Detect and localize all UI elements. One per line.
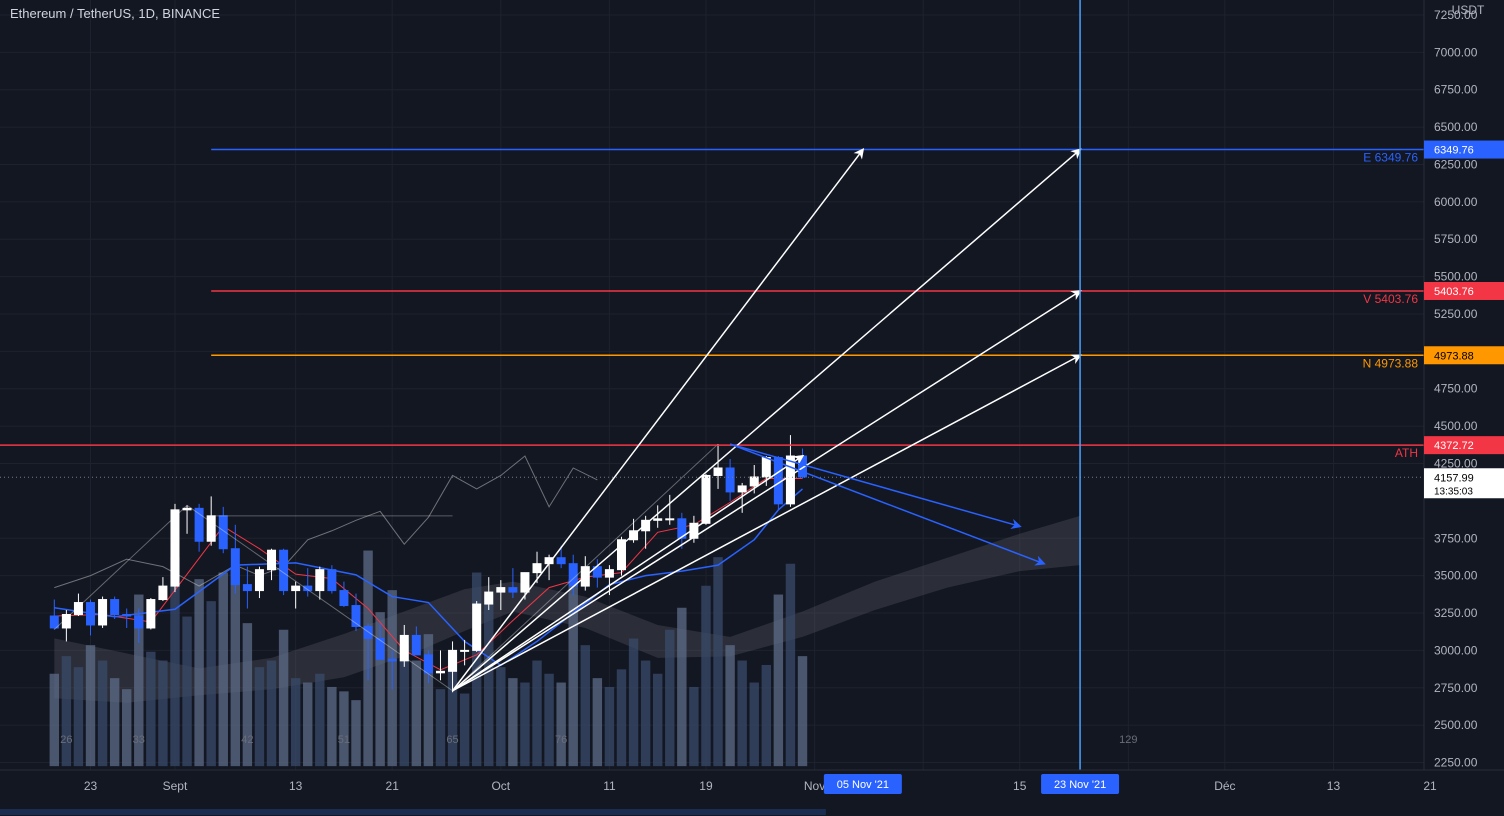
svg-text:6750.00: 6750.00: [1434, 83, 1478, 97]
svg-text:5500.00: 5500.00: [1434, 270, 1478, 284]
svg-text:6349.76: 6349.76: [1434, 145, 1474, 157]
svg-text:23: 23: [84, 779, 98, 793]
svg-text:05 Nov '21: 05 Nov '21: [837, 779, 889, 791]
trading-chart[interactable]: E 6349.76 V 5403.76 N 4973.88 ATH 26 33 42 51 65…: [0, 0, 1504, 816]
svg-text:65: 65: [446, 734, 458, 746]
svg-text:13: 13: [289, 779, 303, 793]
svg-text:V 5403.76: V 5403.76: [1363, 292, 1418, 306]
svg-text:Oct: Oct: [491, 779, 510, 793]
svg-text:19: 19: [699, 779, 713, 793]
svg-text:6500.00: 6500.00: [1434, 120, 1478, 134]
svg-text:51: 51: [338, 734, 350, 746]
svg-text:4973.88: 4973.88: [1434, 350, 1474, 362]
svg-text:11: 11: [603, 779, 616, 793]
svg-text:4372.72: 4372.72: [1434, 440, 1474, 452]
svg-text:3250.00: 3250.00: [1434, 606, 1478, 620]
svg-text:42: 42: [241, 734, 253, 746]
bar-countdown: 13:35:03: [1434, 486, 1473, 497]
svg-text:6000.00: 6000.00: [1434, 195, 1478, 209]
svg-text:Nov: Nov: [804, 779, 825, 793]
svg-text:E 6349.76: E 6349.76: [1363, 151, 1418, 165]
chart-title: Ethereum / TetherUS, 1D, BINANCE: [10, 6, 220, 21]
svg-text:ATH: ATH: [1395, 446, 1418, 460]
svg-text:4750.00: 4750.00: [1434, 382, 1478, 396]
svg-text:N 4973.88: N 4973.88: [1363, 356, 1419, 370]
last-price: 4157.99: [1434, 472, 1474, 484]
svg-text:33: 33: [133, 734, 145, 746]
svg-text:2250.00: 2250.00: [1434, 756, 1478, 770]
svg-text:7000.00: 7000.00: [1434, 45, 1478, 59]
svg-text:7250.00: 7250.00: [1434, 8, 1478, 22]
svg-text:2500.00: 2500.00: [1434, 718, 1478, 732]
svg-text:5750.00: 5750.00: [1434, 232, 1478, 246]
svg-text:3500.00: 3500.00: [1434, 569, 1478, 583]
svg-text:5403.76: 5403.76: [1434, 286, 1474, 298]
svg-text:15: 15: [1013, 779, 1027, 793]
svg-text:23 Nov '21: 23 Nov '21: [1054, 779, 1106, 791]
svg-text:2750.00: 2750.00: [1434, 681, 1478, 695]
svg-text:4500.00: 4500.00: [1434, 419, 1478, 433]
svg-text:3750.00: 3750.00: [1434, 531, 1478, 545]
svg-text:21: 21: [1423, 779, 1437, 793]
svg-text:76: 76: [555, 734, 567, 746]
svg-text:3000.00: 3000.00: [1434, 643, 1478, 657]
svg-text:5250.00: 5250.00: [1434, 307, 1478, 321]
svg-text:129: 129: [1119, 734, 1137, 746]
svg-text:6250.00: 6250.00: [1434, 157, 1478, 171]
y-axis[interactable]: USDT2250.002500.002750.003000.003250.003…: [1424, 0, 1504, 816]
svg-text:21: 21: [386, 779, 400, 793]
svg-text:26: 26: [60, 734, 72, 746]
svg-text:Déc: Déc: [1214, 779, 1235, 793]
svg-text:Sept: Sept: [163, 779, 188, 793]
svg-text:13: 13: [1327, 779, 1341, 793]
